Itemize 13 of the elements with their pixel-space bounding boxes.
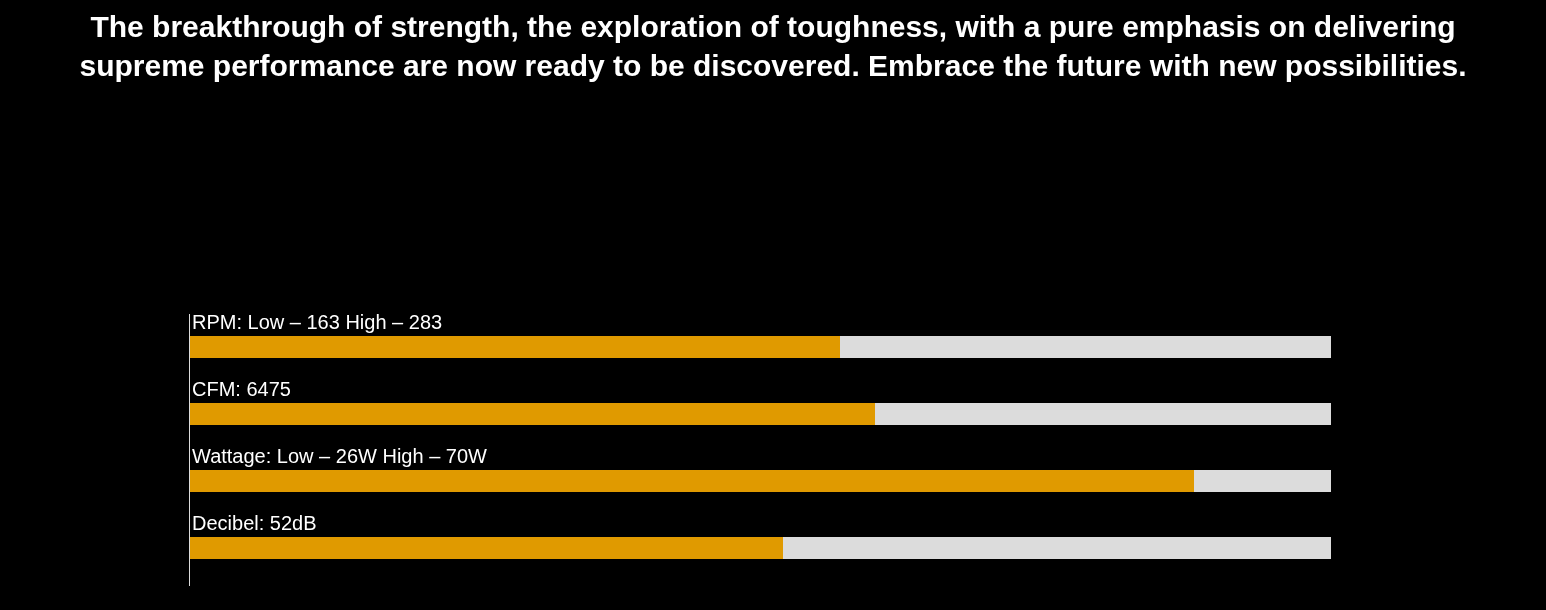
bar [874, 403, 1331, 426]
y-tick-label: Decibel: 52dB [192, 512, 317, 534]
y-tick-label: RPM: Low – 163 High – 283 [192, 311, 443, 333]
bar [783, 536, 1331, 560]
bar [190, 336, 841, 359]
y-tick-label: CFM: 6475 [192, 378, 291, 400]
bar [1194, 470, 1331, 493]
y-tick-label: Wattage: Low – 26W High – 70W [192, 445, 488, 467]
bar [190, 403, 875, 426]
bar [190, 536, 784, 560]
bar [190, 470, 1195, 493]
bar [840, 336, 1331, 359]
chart-title: The breakthrough of strength, the exploration of toughness, with a pure emphasis on delivering supreme performance are now ready to be discovered. Embrace the future with new possibilities. [79, 9, 1467, 82]
